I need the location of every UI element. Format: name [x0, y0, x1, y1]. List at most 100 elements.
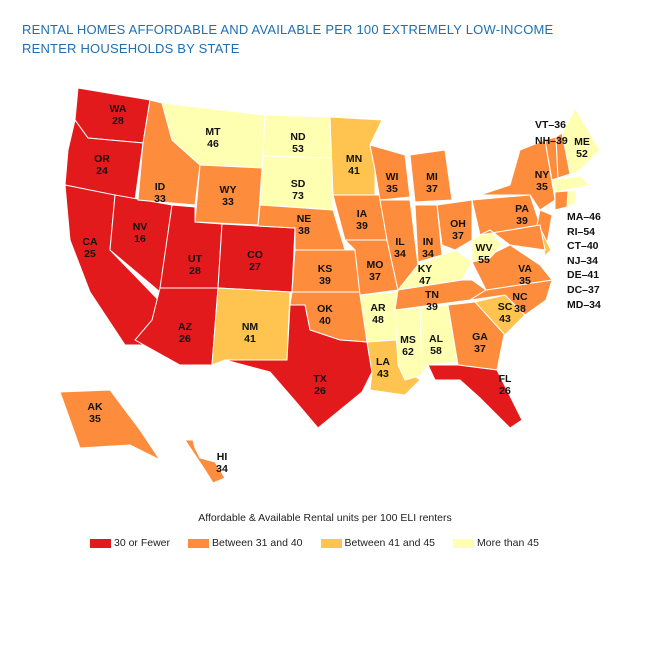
state-ak: [59, 389, 162, 462]
state-value-label: 37: [474, 343, 486, 355]
state-abbr-label: WY: [220, 184, 237, 196]
legend-label: More than 45: [477, 537, 539, 549]
map-title: RENTAL HOMES AFFORDABLE AND AVAILABLE PE…: [22, 22, 554, 56]
ne-small-state-labels: VT–36 NH–39: [535, 117, 568, 149]
legend-item-over-45: More than 45: [453, 537, 539, 549]
state-value-label: 34: [216, 463, 228, 475]
state-abbr-label: VA: [518, 263, 532, 275]
state-ct: [554, 190, 569, 211]
state-md: [479, 224, 546, 251]
state-value-label: 39: [319, 275, 331, 287]
label-vt: VT–36: [535, 119, 566, 131]
state-abbr-label: IL: [395, 236, 405, 248]
state-value-label: 53: [292, 143, 304, 155]
state-value-label: 38: [514, 303, 526, 315]
state-abbr-label: KS: [318, 263, 333, 275]
state-ms: [394, 307, 423, 381]
state-value-label: 33: [154, 193, 166, 205]
state-abbr-label: MN: [346, 153, 362, 165]
state-value-label: 26: [179, 333, 191, 345]
legend-title: Affordable & Available Rental units per …: [198, 512, 452, 524]
state-value-label: 37: [369, 271, 381, 283]
label-nj: NJ–34: [567, 254, 598, 267]
state-abbr-label: MS: [400, 334, 416, 346]
state-abbr-label: WA: [110, 103, 127, 115]
state-abbr-label: NV: [133, 221, 148, 233]
state-abbr-label: OK: [317, 303, 333, 315]
state-abbr-label: MT: [205, 126, 221, 138]
label-de: DE–41: [567, 269, 600, 282]
state-wi: [369, 144, 411, 201]
state-value-label: 39: [426, 301, 438, 313]
state-abbr-label: FL: [499, 373, 512, 385]
state-abbr-label: LA: [376, 356, 390, 368]
state-abbr-label: CA: [82, 236, 98, 248]
state-value-label: 39: [516, 215, 528, 227]
state-oh: [436, 199, 473, 251]
label-ri: RI–54: [567, 225, 596, 238]
state-mo: [343, 239, 399, 296]
state-value-label: 41: [244, 333, 256, 345]
state-value-label: 37: [452, 230, 464, 242]
state-value-label: 37: [426, 183, 438, 195]
state-abbr-label: MI: [426, 171, 438, 183]
state-abbr-label: CO: [247, 249, 263, 261]
state-abbr-label: ME: [574, 136, 590, 148]
state-value-label: 16: [134, 233, 146, 245]
legend-swatch: [453, 538, 475, 548]
legend-label: Between 41 and 45: [344, 537, 436, 549]
state-abbr-label: NY: [535, 169, 550, 181]
state-value-label: 40: [319, 315, 331, 327]
state-value-label: 25: [84, 248, 96, 260]
legend-label: Between 31 and 40: [212, 537, 303, 549]
label-ct: CT–40: [567, 240, 599, 253]
state-abbr-label: IA: [357, 208, 368, 220]
state-value-label: 43: [377, 368, 389, 380]
state-value-label: 35: [519, 275, 531, 287]
legend-item-30-or-fewer: 30 or Fewer: [90, 537, 170, 549]
state-hi: [184, 439, 226, 484]
state-value-label: 24: [96, 165, 108, 177]
state-abbr-label: WI: [386, 171, 399, 183]
state-abbr-label: NE: [297, 213, 312, 225]
state-value-label: 34: [422, 248, 434, 260]
state-value-label: 39: [356, 220, 368, 232]
state-abbr-label: TX: [313, 373, 326, 385]
label-md: MD–34: [567, 298, 601, 311]
state-mi: [409, 149, 453, 203]
state-abbr-label: OH: [450, 218, 466, 230]
mid-atlantic-small-state-labels: MA–46 RI–54 CT–40 NJ–34 DE–41 DC–37 MD–3…: [567, 210, 601, 312]
state-abbr-label: PA: [515, 203, 529, 215]
legend-swatch: [320, 538, 342, 548]
state-value-label: 28: [112, 115, 124, 127]
state-tx: [224, 304, 373, 429]
state-value-label: 73: [292, 190, 304, 202]
state-value-label: 35: [89, 413, 101, 425]
state-value-label: 35: [386, 183, 398, 195]
state-abbr-label: ID: [155, 181, 166, 193]
state-value-label: 35: [536, 181, 548, 193]
state-value-label: 33: [222, 196, 234, 208]
state-value-label: 62: [402, 346, 414, 358]
state-al: [419, 304, 459, 377]
state-value-label: 52: [576, 148, 588, 160]
state-value-label: 27: [249, 261, 261, 273]
state-abbr-label: MO: [367, 259, 384, 271]
state-abbr-label: SD: [291, 178, 306, 190]
state-abbr-label: UT: [188, 253, 203, 265]
label-ma: MA–46: [567, 211, 601, 223]
state-abbr-label: IN: [423, 236, 434, 248]
state-abbr-label: WV: [476, 242, 493, 254]
legend-item-31-40: Between 31 and 40: [188, 537, 303, 549]
state-abbr-label: AZ: [178, 321, 193, 333]
state-value-label: 58: [430, 345, 442, 357]
state-abbr-label: ND: [290, 131, 306, 143]
state-abbr-label: HI: [217, 451, 228, 463]
state-fl: [427, 364, 523, 429]
legend-item-41-45: Between 41 and 45: [320, 537, 436, 549]
state-value-label: 28: [189, 265, 201, 277]
state-value-label: 48: [372, 314, 384, 326]
legend-swatch: [90, 538, 111, 548]
state-value-label: 26: [314, 385, 326, 397]
